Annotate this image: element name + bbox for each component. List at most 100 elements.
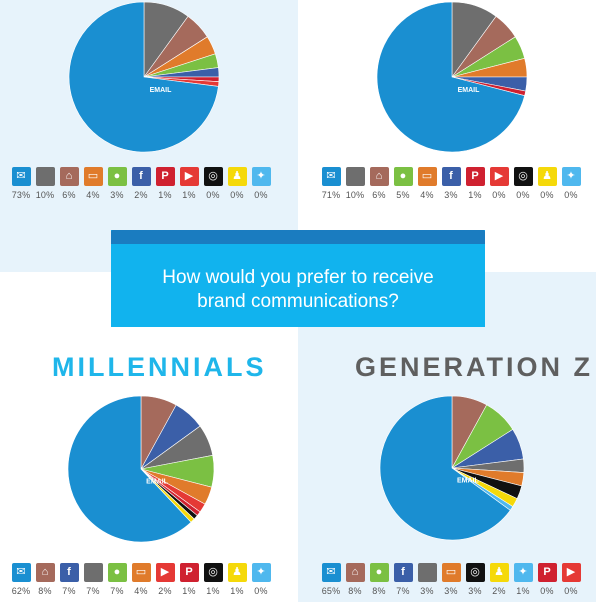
legend-item-sms: ● 8%: [368, 563, 390, 596]
snapchat-icon: ♟: [489, 563, 509, 582]
legend-value-tv: 4%: [86, 190, 100, 200]
legend-item-snapchat: ♟ 0%: [226, 167, 248, 200]
legend-value-dm: 7%: [86, 586, 100, 596]
facebook-icon: f: [131, 167, 151, 186]
legend-item-twitter: ✦ 1%: [512, 563, 534, 596]
legend-value-pinterest: 1%: [468, 190, 482, 200]
legend-value-instagram: 0%: [206, 190, 220, 200]
legend-value-email: 73%: [11, 190, 31, 200]
banner-top-strip: [111, 230, 485, 244]
sms-icon: ●: [107, 167, 127, 186]
legend-value-dm: 10%: [35, 190, 55, 200]
tv-icon: ▭: [131, 563, 151, 582]
legend-item-facebook: f 7%: [58, 563, 80, 596]
dm-icon: [417, 563, 437, 582]
legend-item-email: ✉ 71%: [320, 167, 342, 200]
legend-value-facebook: 7%: [62, 586, 76, 596]
pinterest-icon: P: [155, 167, 175, 186]
legend-item-pinterest: P 1%: [178, 563, 200, 596]
legend-value-youtube: 1%: [182, 190, 196, 200]
mailbox-icon: ⌂: [59, 167, 79, 186]
legend-item-twitter: ✦ 0%: [560, 167, 582, 200]
legend-item-youtube: ▶ 1%: [178, 167, 200, 200]
instagram-icon: ◎: [465, 563, 485, 582]
pie-label-email: EMAIL: [146, 479, 169, 486]
legend-item-mailbox: ⌂ 6%: [58, 167, 80, 200]
legend-value-youtube: 2%: [158, 586, 172, 596]
legend-value-mailbox: 6%: [372, 190, 386, 200]
legend-item-sms: ● 5%: [392, 167, 414, 200]
generation-z-heading: GENERATION Z: [355, 352, 593, 382]
legend-item-dm: 7%: [82, 563, 104, 596]
legend-value-facebook: 3%: [444, 190, 458, 200]
sms-icon: ●: [393, 167, 413, 186]
legend-value-snapchat: 2%: [492, 586, 506, 596]
pie-chart-top-right: EMAIL: [376, 1, 528, 153]
legend-item-instagram: ◎ 1%: [202, 563, 224, 596]
legend-item-dm: 3%: [416, 563, 438, 596]
email-icon: ✉: [11, 563, 31, 582]
youtube-icon: ▶: [489, 167, 509, 186]
question-banner: How would you prefer to receive brand co…: [111, 230, 485, 327]
legend-value-mailbox: 6%: [62, 190, 76, 200]
legend-item-sms: ● 3%: [106, 167, 128, 200]
legend-item-snapchat: ♟ 1%: [226, 563, 248, 596]
instagram-icon: ◎: [203, 563, 223, 582]
legend-value-instagram: 1%: [206, 586, 220, 596]
legend-value-snapchat: 0%: [230, 190, 244, 200]
legend-value-instagram: 3%: [468, 586, 482, 596]
dm-icon: [83, 563, 103, 582]
legend-value-snapchat: 1%: [230, 586, 244, 596]
pie-slice-email: [67, 395, 192, 543]
legend-value-twitter: 0%: [254, 190, 268, 200]
pinterest-icon: P: [179, 563, 199, 582]
youtube-icon: ▶: [179, 167, 199, 186]
pie-label-email: EMAIL: [457, 477, 480, 484]
legend-item-mailbox: ⌂ 6%: [368, 167, 390, 200]
pie-slice-email: [379, 395, 511, 541]
legend-value-tv: 3%: [444, 586, 458, 596]
email-icon: ✉: [11, 167, 31, 186]
pie-label-email: EMAIL: [458, 87, 481, 94]
facebook-icon: f: [393, 563, 413, 582]
snapchat-icon: ♟: [227, 167, 247, 186]
legend-value-sms: 7%: [110, 586, 124, 596]
email-icon: ✉: [321, 167, 341, 186]
legend-value-tv: 4%: [420, 190, 434, 200]
legend-value-pinterest: 0%: [540, 586, 554, 596]
legend-value-twitter: 0%: [564, 190, 578, 200]
legend-value-dm: 10%: [345, 190, 365, 200]
snapchat-icon: ♟: [537, 167, 557, 186]
twitter-icon: ✦: [251, 167, 271, 186]
legend-value-email: 62%: [11, 586, 31, 596]
mailbox-icon: ⌂: [35, 563, 55, 582]
legend-value-email: 71%: [321, 190, 341, 200]
banner-line-2: brand communications?: [197, 291, 399, 312]
legend-item-email: ✉ 65%: [320, 563, 342, 596]
mailbox-icon: ⌂: [369, 167, 389, 186]
legend-item-snapchat: ♟ 0%: [536, 167, 558, 200]
legend-value-email: 65%: [321, 586, 341, 596]
pie-chart-millennials: EMAIL: [67, 395, 215, 543]
legend-value-sms: 3%: [110, 190, 124, 200]
snapchat-icon: ♟: [227, 563, 247, 582]
legend-value-mailbox: 8%: [38, 586, 52, 596]
legend-value-dm: 3%: [420, 586, 434, 596]
pie-slice-email: [376, 1, 526, 153]
legend-item-youtube: ▶ 0%: [560, 563, 582, 596]
youtube-icon: ▶: [561, 563, 581, 582]
pinterest-icon: P: [537, 563, 557, 582]
legend-item-pinterest: P 1%: [464, 167, 486, 200]
legend-millennials: ✉ 62% ⌂ 8% f 7% 7% ● 7% ▭ 4% ▶ 2% P 1% ◎ 1% ♟ 1% ✦ 0%: [10, 563, 274, 596]
mailbox-icon: ⌂: [345, 563, 365, 582]
legend-value-snapchat: 0%: [540, 190, 554, 200]
youtube-icon: ▶: [155, 563, 175, 582]
legend-item-instagram: ◎ 0%: [512, 167, 534, 200]
legend-item-email: ✉ 73%: [10, 167, 32, 200]
legend-item-mailbox: ⌂ 8%: [34, 563, 56, 596]
legend-item-tv: ▭ 4%: [130, 563, 152, 596]
facebook-icon: f: [441, 167, 461, 186]
banner-line-1: How would you prefer to receive: [162, 267, 434, 288]
legend-value-instagram: 0%: [516, 190, 530, 200]
legend-item-tv: ▭ 4%: [416, 167, 438, 200]
